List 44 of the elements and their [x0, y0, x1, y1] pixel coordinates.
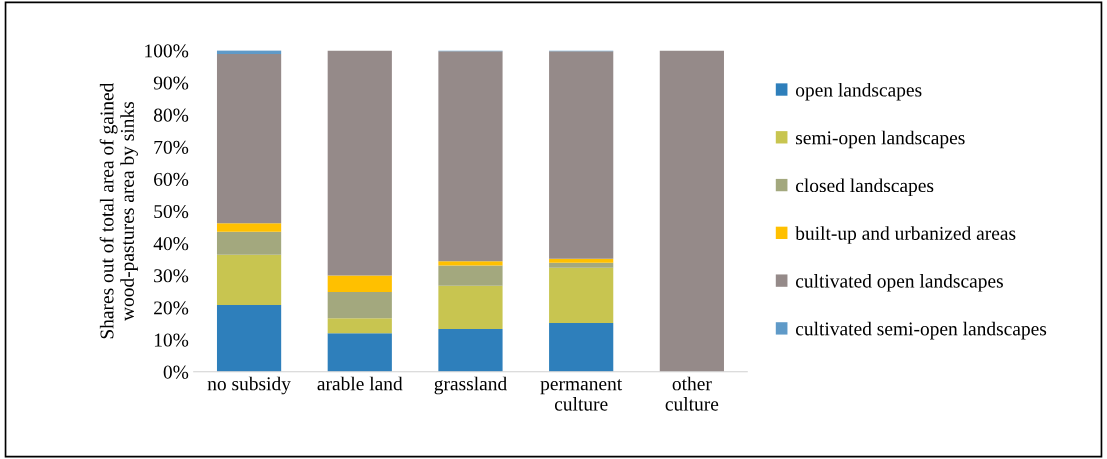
bar [549, 258, 614, 263]
y-tick-label: 20% [154, 301, 189, 315]
y-tick-label: 50% [154, 204, 189, 219]
bar [327, 292, 392, 319]
y-tick-label: 80% [153, 108, 189, 122]
bar [216, 54, 282, 224]
bar [216, 304, 282, 372]
y-tick-label: 90% [153, 76, 189, 90]
x-tick-label: permanent culture [540, 379, 623, 411]
bar [549, 267, 614, 323]
y-tick-label: 40% [153, 237, 189, 251]
legend-label: built-up and urbanized areas [795, 226, 1016, 244]
bar [216, 223, 282, 232]
bar [438, 329, 503, 372]
bar [438, 285, 503, 330]
bar [216, 254, 282, 305]
bar [327, 318, 392, 334]
legend-label: closed landscapes [795, 178, 934, 197]
x-tick-label: grassland [434, 376, 507, 395]
y-tick-label: 60% [154, 172, 189, 187]
bar [438, 51, 503, 262]
x-tick-label: no subsidy [207, 376, 291, 395]
y-axis-title: Shares out of total area of gained wood-pastures area by sinks [99, 82, 138, 339]
legend-label: cultivated semi-open landscapes [795, 321, 1047, 340]
bar [549, 51, 614, 259]
bar [216, 231, 282, 255]
bar [327, 275, 392, 293]
bar [549, 322, 614, 372]
y-tick-label: 10% [154, 333, 189, 347]
bar [549, 262, 614, 268]
y-tick-label: 30% [154, 269, 189, 283]
bar [659, 50, 724, 372]
y-tick-label: 100% [145, 44, 189, 58]
legend-label: cultivated open landscapes [795, 273, 1003, 292]
legend-label: semi-open landscapes [796, 130, 965, 149]
legend-label: open landscapes [795, 82, 922, 101]
bar [438, 265, 503, 286]
bar [438, 261, 503, 266]
x-tick-label: other culture [665, 376, 719, 411]
bar [327, 50, 392, 276]
bar [327, 333, 392, 372]
y-tick-label: 70% [154, 140, 189, 154]
y-tick-label: 0% [163, 365, 189, 379]
x-tick-label: arable land [317, 376, 403, 391]
